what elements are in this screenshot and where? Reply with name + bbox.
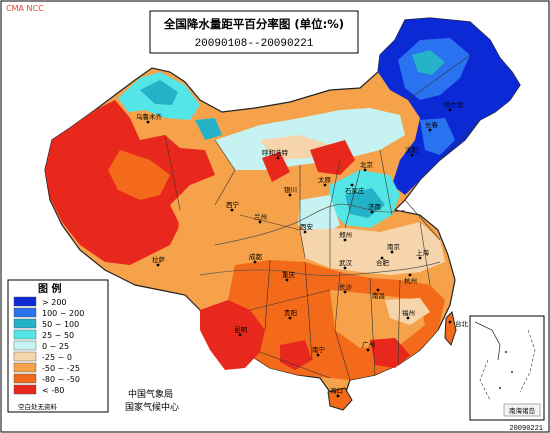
city-label: 上海 — [416, 248, 430, 257]
title-box: 全国降水量距平百分率图 (单位:%) 20090108--20090221 — [149, 10, 359, 54]
china-map — [44, 17, 521, 396]
legend-swatch — [13, 318, 37, 329]
province-boundaries — [164, 54, 481, 381]
legend-swatch — [13, 351, 37, 362]
legend-label: 0 ~ 25 — [42, 342, 69, 351]
region-tibet-lightorange — [178, 205, 250, 262]
region-central-peach — [300, 222, 445, 275]
city-label: 太原 — [318, 175, 332, 184]
city-label: 济南 — [368, 202, 382, 211]
city-label: 重庆 — [282, 270, 296, 279]
legend-label: 25 ~ 50 — [42, 331, 74, 340]
city-label: 海口 — [330, 386, 343, 395]
city-label: 武汉 — [339, 258, 353, 267]
city-label: 哈尔滨 — [444, 100, 464, 109]
taiwan-island — [444, 311, 457, 346]
hainan-island — [327, 387, 353, 411]
legend-label: < -80 — [42, 386, 64, 395]
city-label: 乌鲁木齐 — [136, 112, 163, 121]
city-label: 成都 — [249, 252, 263, 261]
city-label: 南宁 — [312, 345, 326, 354]
city-label: 拉萨 — [152, 255, 166, 264]
legend-swatch — [13, 384, 37, 395]
city-label: 长沙 — [339, 282, 353, 291]
map-date-range: 20090108--20090221 — [195, 38, 314, 50]
city-label: 银川 — [284, 185, 297, 194]
city-label: 石家庄 — [345, 186, 365, 195]
map-title: 全国降水量距平百分率图 (单位:%) — [163, 17, 344, 31]
city-label: 沈阳 — [405, 145, 418, 154]
city-label: 杭州 — [404, 276, 417, 285]
top-left-label: CMA NCC — [6, 4, 44, 13]
region-southwest-red — [200, 300, 265, 370]
city-label: 呼和浩特 — [262, 148, 289, 157]
legend-swatch — [13, 329, 37, 340]
legend-swatch — [13, 307, 37, 318]
city-label: 贵阳 — [284, 308, 297, 317]
city-label: 昆明 — [234, 326, 248, 334]
legend-label: -80 ~ -50 — [42, 375, 80, 384]
legend-footnote: 空白处无资料 — [18, 402, 58, 411]
agency-name: 中国气象局 — [128, 388, 173, 400]
city-label: 南京 — [387, 242, 401, 251]
city-label: 长春 — [425, 120, 439, 129]
city-label: 兰州 — [254, 212, 267, 221]
bottom-date: 20090221 — [509, 425, 543, 433]
city-label: 南昌 — [372, 291, 385, 300]
legend-swatch — [13, 296, 37, 307]
agency-center: 国家气候中心 — [125, 401, 179, 413]
city-markers — [146, 108, 452, 398]
city-label: 台北 — [455, 319, 469, 328]
legend-swatch — [13, 362, 37, 373]
city-label: 合肥 — [376, 258, 390, 267]
south-china-sea-inset: 南海诸岛 — [469, 315, 545, 421]
city-label: 广州 — [362, 340, 375, 349]
legend-swatch — [13, 340, 37, 351]
legend-label: 50 ~ 100 — [42, 320, 79, 329]
legend-title: 图 例 — [38, 282, 61, 295]
legend: 图 例 > 200 100 ~ 200 50 ~ 100 25 ~ 50 0 ~ 25 -… — [7, 279, 109, 413]
city-label: 西宁 — [226, 200, 240, 209]
rivers — [199, 203, 441, 276]
region-xinjiang-orange — [108, 150, 170, 200]
city-labels: 乌鲁木齐 呼和浩特 太原 石家庄 北京 沈阳 哈尔滨 长春 西宁 兰州 银川 郑… — [136, 100, 469, 395]
legend-label: -25 ~ 0 — [42, 353, 72, 362]
city-label: 福州 — [402, 308, 415, 317]
city-label: 郑州 — [339, 231, 352, 239]
legend-items: > 200 100 ~ 200 50 ~ 100 25 ~ 50 0 ~ 25 -25 ~… — [13, 296, 84, 395]
legend-label: -50 ~ -25 — [42, 364, 80, 373]
legend-label: 100 ~ 200 — [42, 309, 84, 318]
legend-swatch — [13, 373, 37, 384]
legend-label: > 200 — [42, 298, 67, 307]
inset-label: 南海诸岛 — [509, 406, 535, 415]
city-label: 北京 — [360, 160, 374, 169]
city-label: 西安 — [300, 222, 314, 231]
